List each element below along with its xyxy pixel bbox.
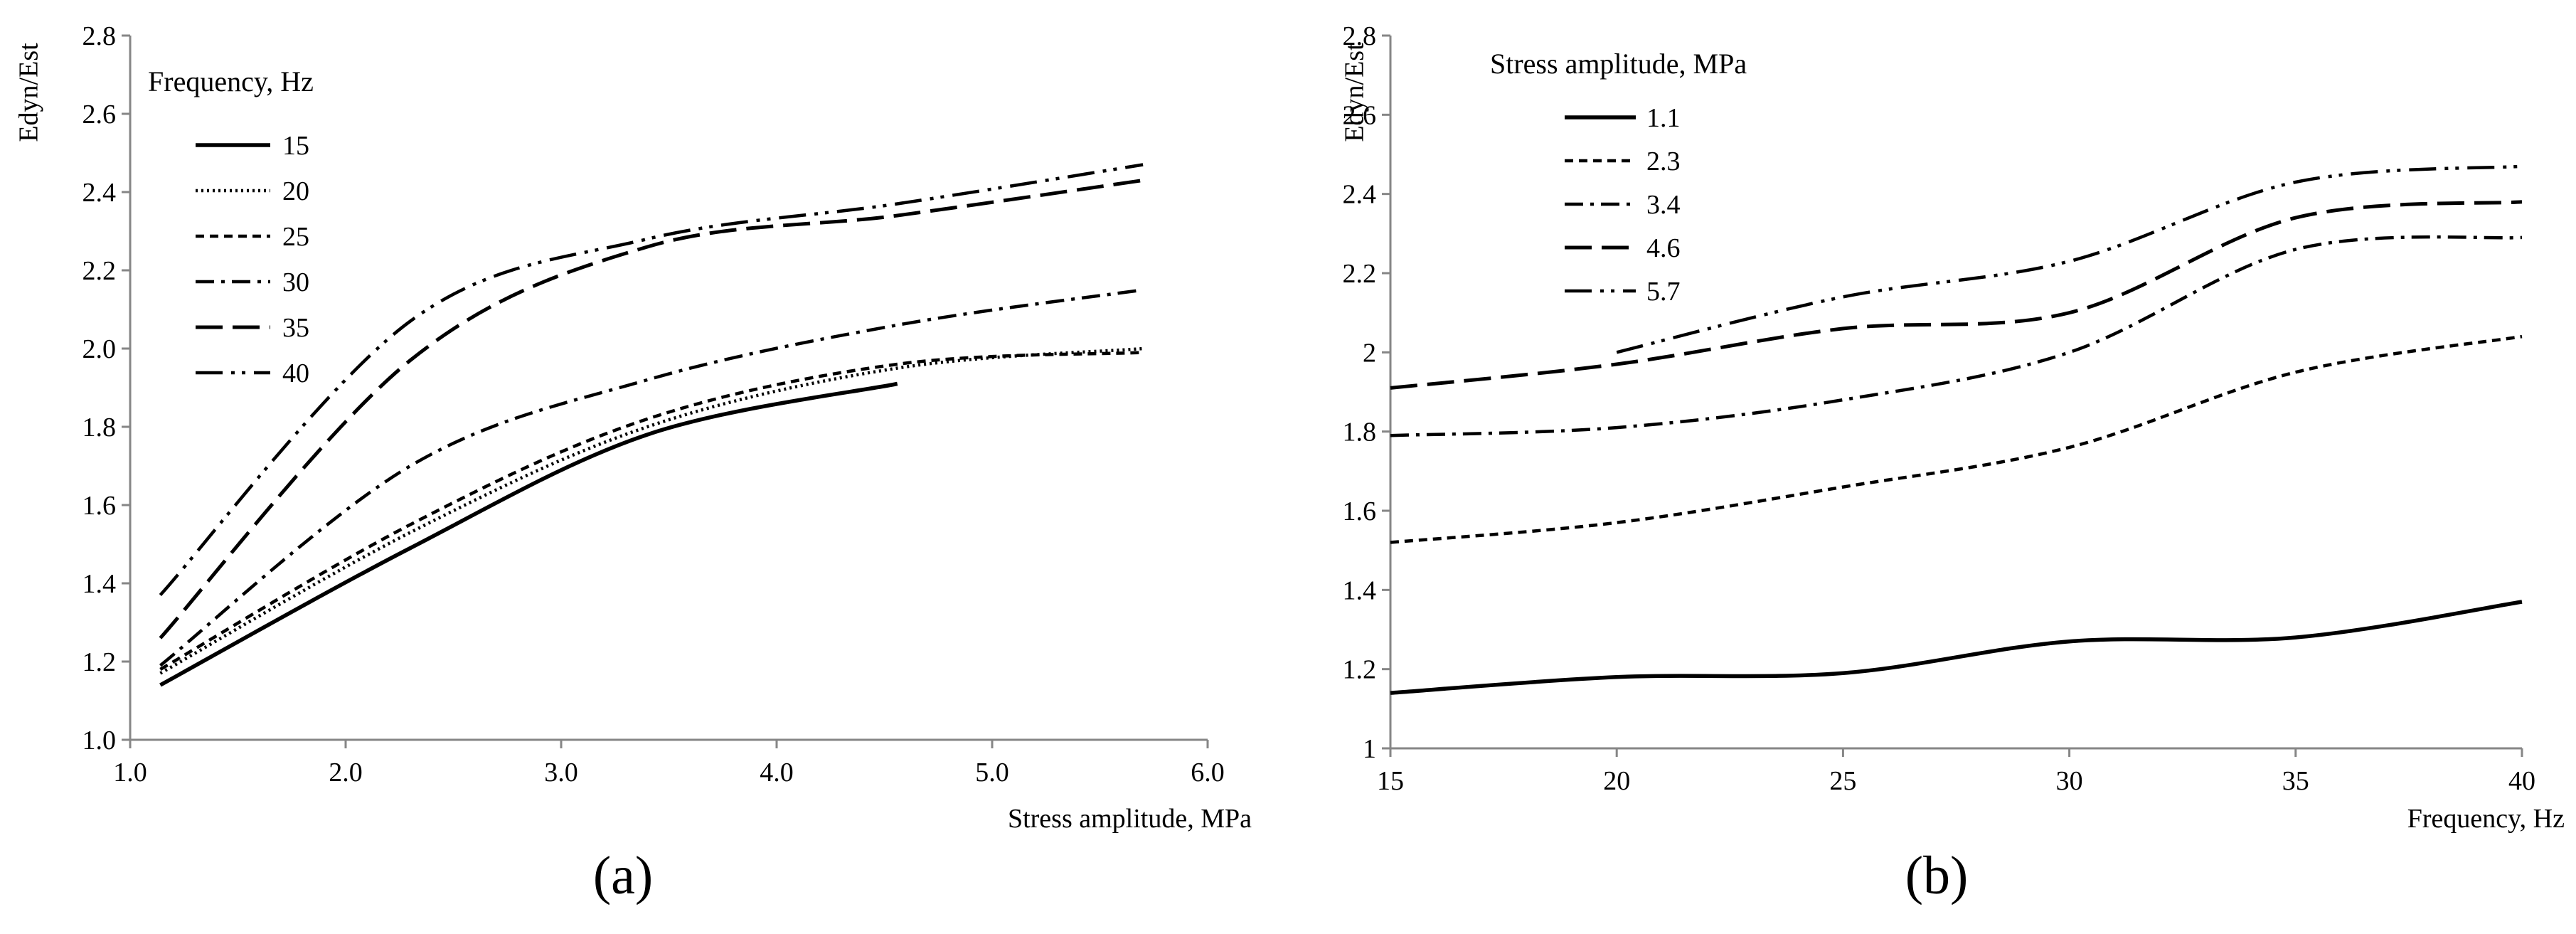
series-line-35 bbox=[159, 179, 1144, 640]
series-line-25 bbox=[159, 351, 1144, 671]
y-tick-label: 2 bbox=[1363, 338, 1376, 368]
legend-label: 25 bbox=[282, 222, 309, 252]
legend-label: 3.4 bbox=[1646, 190, 1681, 220]
x-tick-label: 4.0 bbox=[760, 758, 794, 787]
y-tick-label: 2.0 bbox=[83, 334, 117, 364]
x-axis-title: Stress amplitude, MPa bbox=[1008, 804, 1252, 834]
y-tick-label: 2.2 bbox=[1343, 259, 1377, 289]
x-axis-title: Frequency, Hz bbox=[2407, 804, 2565, 834]
legend-title: Frequency, Hz bbox=[148, 65, 314, 97]
legend-label: 4.6 bbox=[1646, 233, 1681, 263]
legend-label: 15 bbox=[282, 131, 309, 161]
y-tick-label: 2.8 bbox=[1343, 21, 1377, 51]
y-axis-title: Edyn/Est bbox=[14, 43, 44, 142]
y-tick-label: 1.4 bbox=[1343, 575, 1377, 605]
x-tick-label: 25 bbox=[1829, 766, 1856, 796]
legend-label: 1.1 bbox=[1646, 103, 1681, 133]
y-tick-label: 1.0 bbox=[83, 726, 117, 755]
y-tick-label: 1.8 bbox=[1343, 418, 1377, 447]
y-tick-label: 2.6 bbox=[83, 100, 117, 129]
x-tick-label: 30 bbox=[2056, 766, 2083, 796]
legend-title: Stress amplitude, MPa bbox=[1490, 48, 1747, 80]
series-line-1.1 bbox=[1390, 600, 2523, 695]
y-tick-label: 1.2 bbox=[83, 647, 117, 677]
legend-label: 2.3 bbox=[1646, 147, 1681, 176]
series-line-5.7 bbox=[1616, 164, 2523, 354]
x-tick-label: 40 bbox=[2508, 766, 2535, 796]
y-tick-label: 1 bbox=[1363, 734, 1376, 764]
y-tick-label: 1.6 bbox=[1343, 497, 1377, 526]
legend-label: 40 bbox=[282, 359, 309, 388]
legend-label: 35 bbox=[282, 313, 309, 343]
series-line-30 bbox=[159, 288, 1144, 667]
y-tick-label: 2.8 bbox=[83, 21, 117, 51]
x-tick-label: 35 bbox=[2282, 766, 2309, 796]
y-tick-label: 1.6 bbox=[83, 491, 117, 521]
legend-label: 20 bbox=[282, 176, 309, 206]
panel-label: (a) bbox=[593, 846, 653, 906]
y-tick-label: 2.2 bbox=[83, 256, 117, 286]
panel-label: (b) bbox=[1905, 846, 1969, 906]
y-tick-label: 1.8 bbox=[83, 413, 117, 442]
y-tick-label: 2.6 bbox=[1343, 100, 1377, 130]
x-tick-label: 1.0 bbox=[113, 758, 147, 787]
legend-label: 30 bbox=[282, 267, 309, 297]
x-tick-label: 2.0 bbox=[329, 758, 363, 787]
y-tick-label: 2.4 bbox=[83, 178, 117, 208]
x-tick-label: 15 bbox=[1377, 766, 1404, 796]
series-line-40 bbox=[159, 163, 1144, 597]
series-line-3.4 bbox=[1390, 235, 2523, 437]
series-line-4.6 bbox=[1390, 200, 2523, 390]
series-line-2.3 bbox=[1390, 334, 2523, 544]
legend-label: 5.7 bbox=[1646, 277, 1681, 307]
y-tick-label: 1.2 bbox=[1343, 655, 1377, 685]
x-tick-label: 6.0 bbox=[1191, 758, 1225, 787]
series-line-20 bbox=[159, 346, 1144, 675]
y-tick-label: 1.4 bbox=[83, 569, 117, 599]
x-tick-label: 20 bbox=[1603, 766, 1630, 796]
y-tick-label: 2.4 bbox=[1343, 180, 1377, 210]
x-tick-label: 5.0 bbox=[975, 758, 1009, 787]
y-axis-title: Edyn/Est bbox=[1340, 43, 1370, 142]
x-tick-label: 3.0 bbox=[544, 758, 578, 787]
series-line-15 bbox=[159, 381, 898, 687]
